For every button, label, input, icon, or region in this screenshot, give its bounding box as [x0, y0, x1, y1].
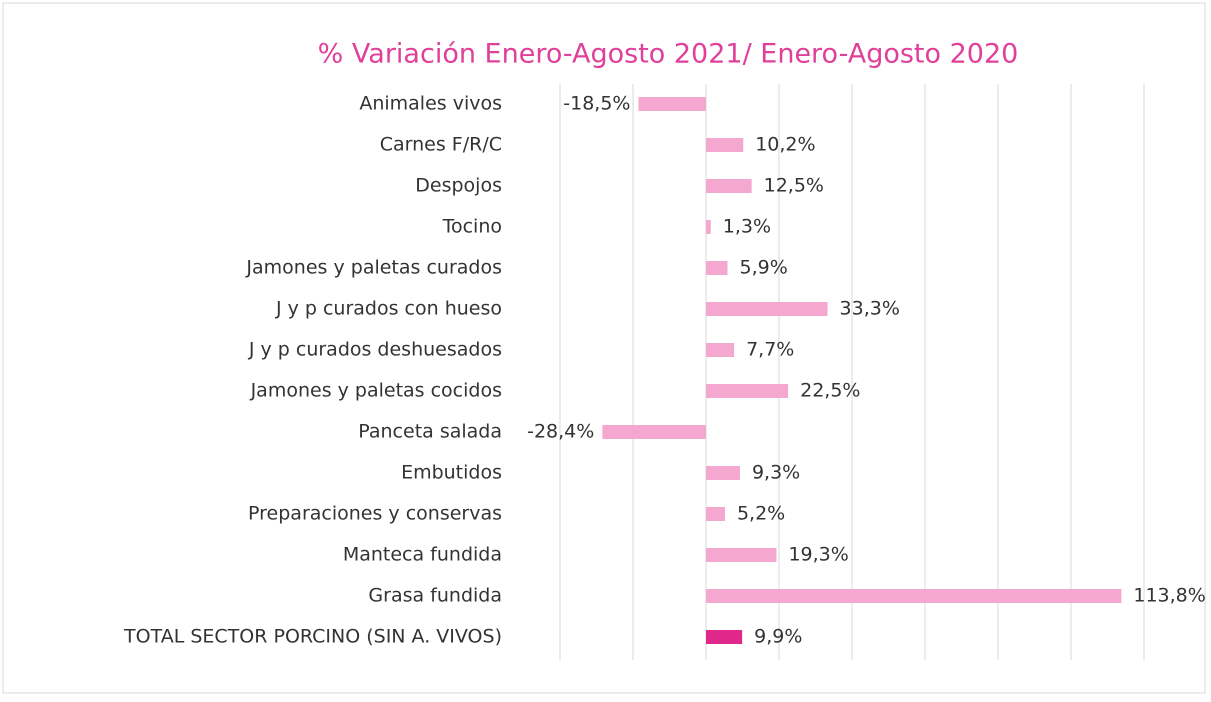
y-tick-label: Embutidos	[401, 462, 502, 484]
data-label: 12,5%	[764, 175, 824, 197]
bar	[706, 630, 743, 644]
bar	[706, 548, 777, 562]
bar	[602, 425, 706, 439]
data-label: 9,9%	[754, 626, 802, 648]
y-tick-label: Preparaciones y conservas	[248, 503, 502, 525]
data-label: -18,5%	[563, 93, 630, 115]
y-tick-label: J y p curados con hueso	[275, 298, 502, 320]
y-tick-label: Panceta salada	[358, 421, 502, 443]
bar	[706, 466, 740, 480]
data-label: 5,2%	[737, 503, 785, 525]
data-label: 19,3%	[788, 544, 848, 566]
data-label: 5,9%	[740, 257, 788, 279]
chart-title: % Variación Enero-Agosto 2021/ Enero-Ago…	[318, 39, 1019, 70]
y-tick-label: Grasa fundida	[368, 585, 502, 607]
bar	[706, 261, 728, 275]
bar	[706, 343, 735, 357]
y-tick-label: Tocino	[442, 216, 502, 238]
data-label: 10,2%	[755, 134, 815, 156]
data-label: -28,4%	[527, 421, 594, 443]
bar	[706, 220, 711, 234]
y-tick-label: Carnes F/R/C	[380, 134, 502, 156]
data-label: 9,3%	[752, 462, 800, 484]
bar	[706, 384, 789, 398]
data-label: 1,3%	[723, 216, 771, 238]
bar	[706, 179, 752, 193]
y-tick-label: Jamones y paletas curados	[245, 257, 502, 279]
y-tick-label: Animales vivos	[359, 93, 502, 115]
bar	[706, 138, 744, 152]
y-tick-label: Despojos	[415, 175, 502, 197]
bar	[638, 97, 706, 111]
data-label: 7,7%	[746, 339, 794, 361]
y-tick-label: TOTAL SECTOR PORCINO (SIN A. VIVOS)	[123, 626, 502, 648]
data-label: 113,8%	[1133, 585, 1205, 607]
y-tick-label: J y p curados deshuesados	[248, 339, 502, 361]
y-tick-label: Manteca fundida	[343, 544, 502, 566]
bar	[706, 589, 1122, 603]
bar	[706, 507, 725, 521]
y-tick-label: Jamones y paletas cocidos	[250, 380, 502, 402]
data-label: 22,5%	[800, 380, 860, 402]
data-label: 33,3%	[840, 298, 900, 320]
bar	[706, 302, 828, 316]
